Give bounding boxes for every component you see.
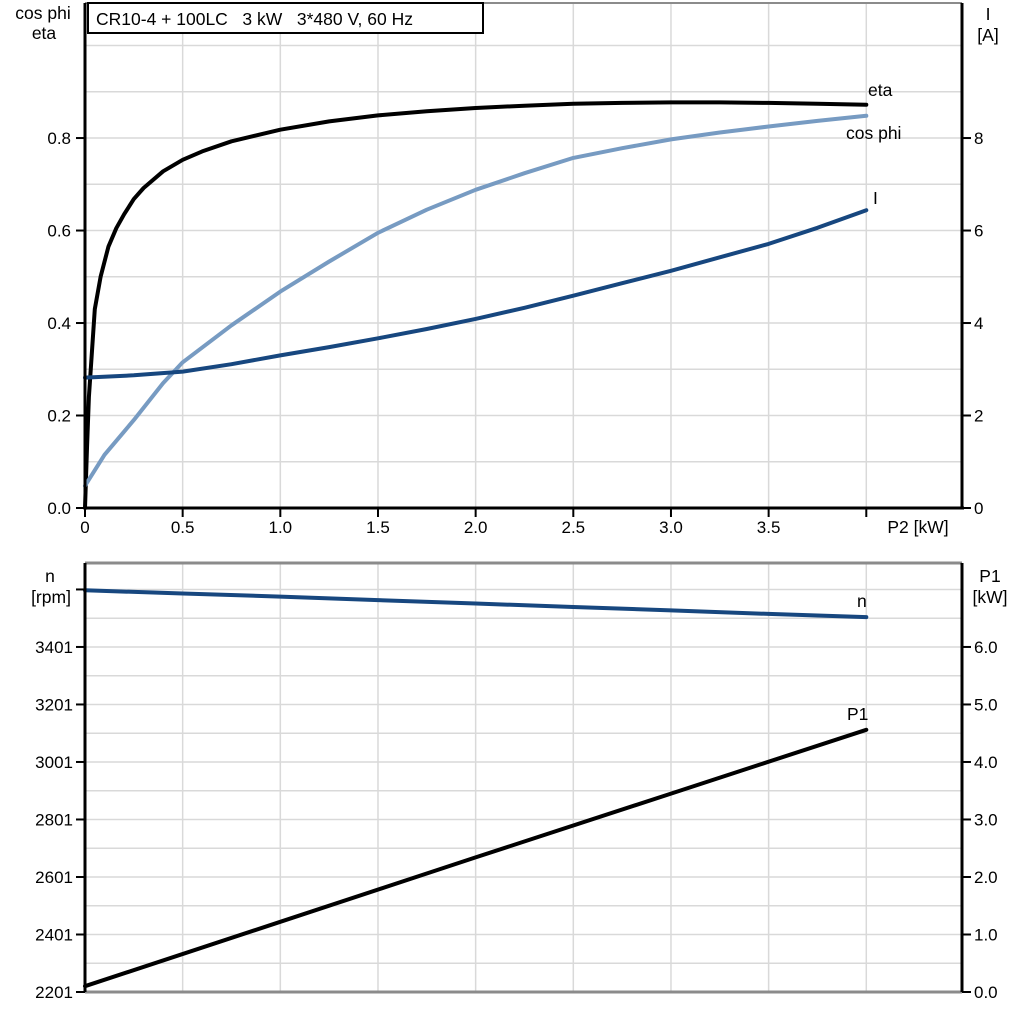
x-tick-label: 1.5 [366,518,390,537]
right-tick-label: 0 [974,499,983,518]
left-tick-label: 3001 [35,753,73,772]
right-tick-label: 1.0 [974,925,998,944]
left-tick-label: 3201 [35,695,73,714]
cos-phi-curve-label: cos phi [846,123,901,143]
n-curve [83,588,869,620]
bottom-left-axis-title-line1: n [45,566,55,586]
eta-curve [83,100,869,510]
I-curve [83,208,869,380]
right-tick-label: 3.0 [974,810,998,829]
chart-title: CR10-4 + 100LC 3 kW 3*480 V, 60 Hz [96,9,413,29]
frame [83,2,964,510]
frame [83,561,964,994]
x-tick-label: 3.0 [659,518,683,537]
bottom-right-axis-title-line2: [kW] [973,587,1008,607]
left-tick-label: 2601 [35,868,73,887]
left-tick-label: 0.4 [47,314,71,333]
top-right-axis-title-line2: [A] [977,25,998,45]
left-tick-label: 2201 [35,983,73,1002]
top-left-axis-title-line2: eta [32,23,57,43]
x-tick-label: 2.0 [464,518,488,537]
left-tick-label: 2401 [35,925,73,944]
right-tick-label: 4 [974,314,983,333]
ticks-and-labels: 2201 2401 2601 2801 3001 3201 3401 0.0 1.0 2.0 3.0… [35,588,998,1002]
right-tick-label: 2 [974,407,983,426]
left-tick-label: 3401 [35,638,73,657]
chart-title-box [87,2,484,34]
x-axis-unit-label: P2 [kW] [887,517,948,537]
x-tick-label: 0.5 [171,518,195,537]
eta-curve-label: eta [868,80,893,100]
x-tick-label: 0 [80,518,89,537]
left-tick-label: 0.8 [47,129,71,148]
gridlines [85,3,962,508]
bottom-panel: 2201 2401 2601 2801 3001 3201 3401 0.0 1.0 2.0 3.0… [35,561,998,1002]
P1-curve [83,727,869,989]
left-tick-label: 2801 [35,810,73,829]
current-curve-label: I [873,188,878,208]
right-tick-label: 4.0 [974,753,998,772]
right-tick-label: 6 [974,222,983,241]
left-tick-label: 0.6 [47,222,71,241]
left-tick-label: 0.0 [47,499,71,518]
curves [83,100,869,510]
right-tick-label: 6.0 [974,638,998,657]
curves [83,588,869,989]
ticks-and-labels: 0.0 0.2 0.4 0.6 0.8 0 2 4 6 8 0 0.5 1.0 1.5 2.0 2.5 3.0 3… [47,129,983,537]
x-tick-label: 3.5 [757,518,781,537]
top-panel: 0.0 0.2 0.4 0.6 0.8 0 2 4 6 8 0 0.5 1.0 1.5 2.0 2.5 3.0 3… [47,2,983,537]
top-right-axis-title-line1: I [986,4,991,24]
right-tick-label: 2.0 [974,868,998,887]
x-tick-label: 2.5 [561,518,585,537]
right-tick-label: 8 [974,129,983,148]
right-tick-label: 0.0 [974,983,998,1002]
p1-curve-label: P1 [847,704,868,724]
top-left-axis-title-line1: cos phi [15,3,70,23]
cos-phi-curve [83,113,869,488]
speed-curve-label: n [857,591,867,611]
gridlines [85,563,962,992]
left-tick-label: 0.2 [47,407,71,426]
x-tick-label: 1.0 [269,518,293,537]
right-tick-label: 5.0 [974,695,998,714]
bottom-left-axis-title-line2: [rpm] [31,587,71,607]
bottom-right-axis-title-line1: P1 [979,566,1000,586]
